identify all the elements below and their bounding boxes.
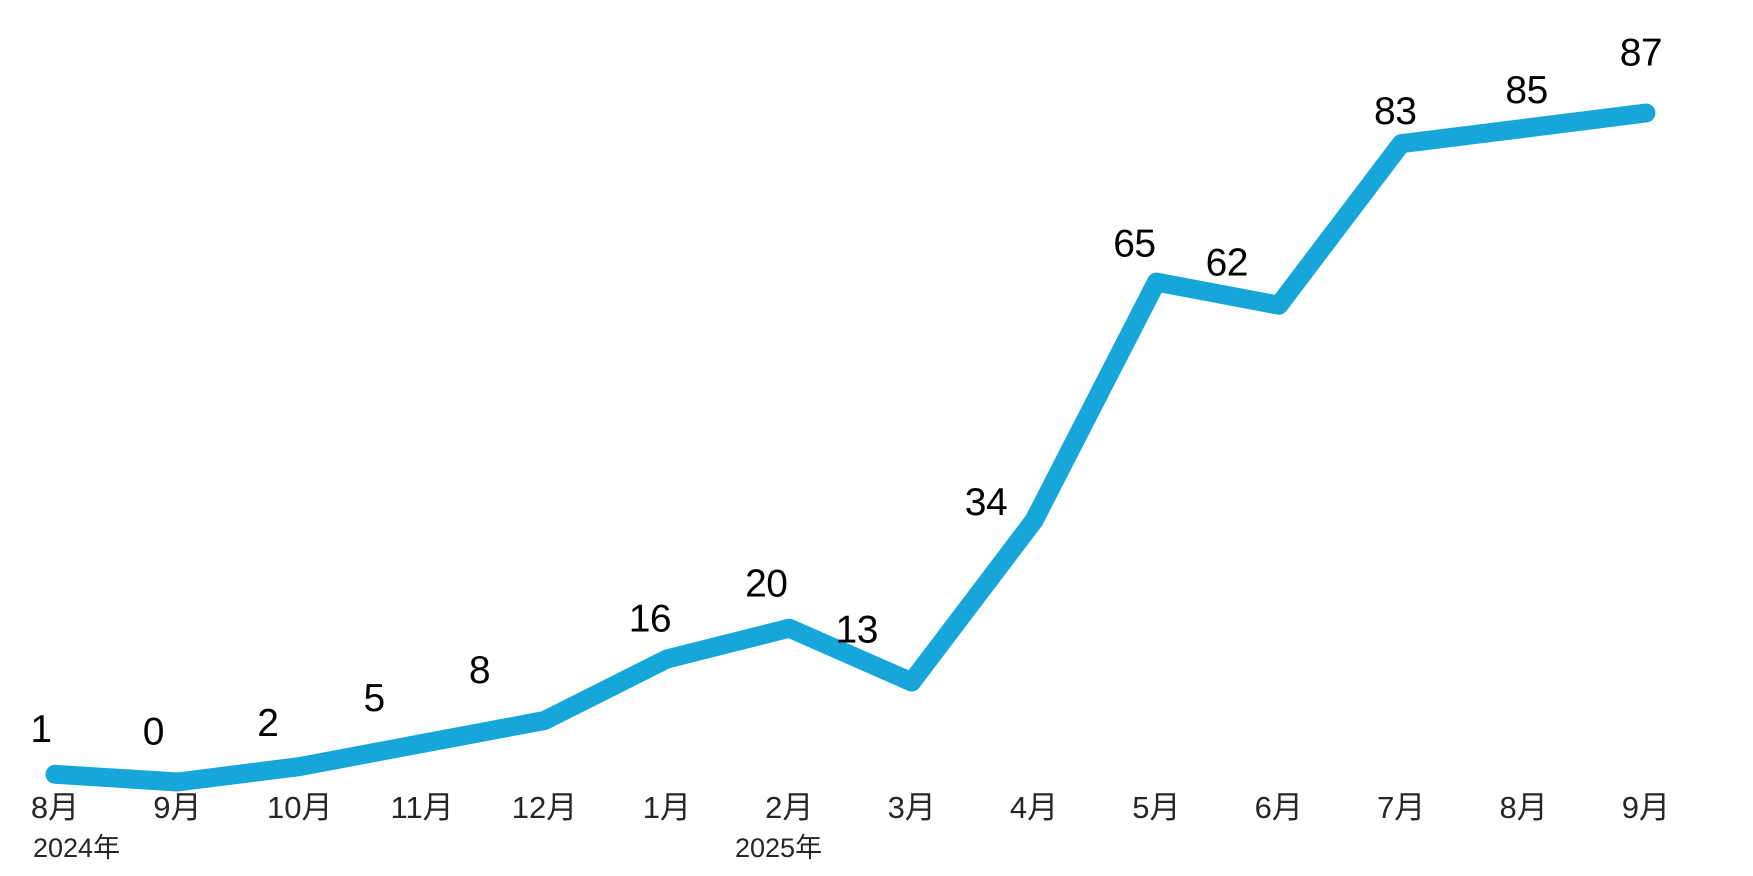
series-line: [45, 103, 1656, 792]
data-label: 1: [30, 708, 51, 751]
x-axis-label: 7月: [1377, 790, 1425, 825]
data-label: 62: [1206, 242, 1248, 285]
data-label: 85: [1505, 69, 1547, 112]
x-axis-label: 12月: [512, 790, 577, 825]
data-label: 20: [745, 563, 787, 606]
x-axis-label: 10月: [267, 790, 332, 825]
data-label: 83: [1374, 90, 1416, 133]
data-label: 2: [257, 702, 278, 745]
x-axis-label: 5月: [1132, 790, 1180, 825]
data-label: 5: [363, 677, 384, 720]
x-axis-label: 1月: [643, 790, 691, 825]
x-axis-label: 3月: [888, 790, 936, 825]
year-label: 2024年: [33, 833, 120, 863]
x-axis-label: 4月: [1010, 790, 1058, 825]
data-label: 65: [1113, 223, 1155, 266]
x-axis-label: 6月: [1255, 790, 1303, 825]
x-axis-label: 8月: [31, 790, 79, 825]
data-label: 87: [1620, 32, 1662, 75]
data-label: 0: [143, 711, 164, 754]
data-label: 13: [836, 609, 878, 652]
year-label: 2025年: [735, 833, 822, 863]
x-axis-label: 8月: [1499, 790, 1547, 825]
data-label: 16: [629, 598, 671, 641]
data-label: 8: [469, 649, 490, 692]
data-label: 34: [965, 481, 1007, 524]
x-axis-label: 9月: [1622, 790, 1670, 825]
x-axis-label: 2月: [765, 790, 813, 825]
x-axis-label: 11月: [391, 790, 454, 825]
x-axis-label: 9月: [153, 790, 201, 825]
